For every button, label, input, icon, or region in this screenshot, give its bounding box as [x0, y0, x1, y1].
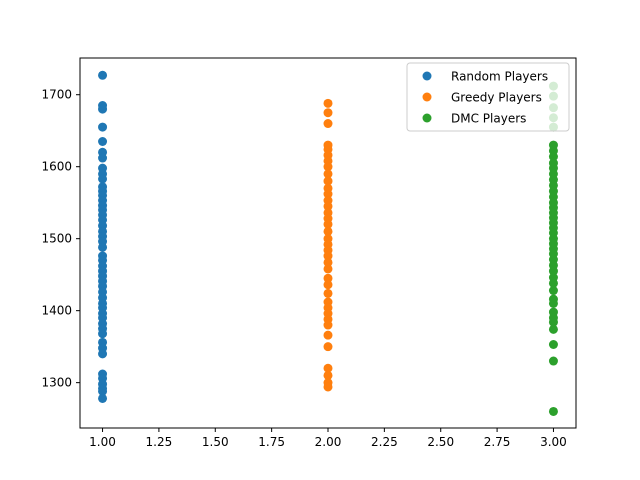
- legend-marker: [422, 92, 432, 102]
- data-point: [323, 119, 333, 129]
- data-point: [323, 98, 333, 108]
- y-axis: 1300 1400 1500 1600 1700: [41, 88, 80, 390]
- data-point: [323, 382, 333, 392]
- x-tick-label: 2.50: [427, 435, 454, 449]
- data-point: [323, 280, 333, 290]
- data-point: [323, 264, 333, 274]
- x-tick-label: 2.25: [371, 435, 398, 449]
- x-tick-label: 1.00: [89, 435, 116, 449]
- data-point: [548, 340, 558, 349]
- data-point: [98, 70, 108, 80]
- data-point: [323, 189, 333, 199]
- data-point: [323, 201, 333, 211]
- data-point: [548, 356, 558, 366]
- x-tick-label: 2.00: [315, 435, 342, 449]
- y-tick-label: 1700: [41, 88, 72, 102]
- y-tick-label: 1500: [41, 232, 72, 246]
- data-point: [98, 386, 108, 396]
- data-point: [323, 176, 333, 186]
- data-point: [323, 330, 333, 340]
- data-point: [323, 251, 333, 261]
- data-point: [98, 137, 108, 146]
- x-tick-label: 3.00: [540, 435, 567, 449]
- legend-label: Greedy Players: [451, 91, 542, 105]
- data-point: [98, 153, 108, 163]
- data-point: [323, 226, 333, 236]
- x-tick-label: 1.25: [146, 435, 173, 449]
- series-1: [98, 70, 108, 403]
- data-point: [323, 162, 333, 172]
- y-tick-label: 1400: [41, 304, 72, 318]
- data-point: [98, 393, 108, 403]
- data-point: [323, 363, 333, 373]
- data-point: [323, 273, 333, 283]
- data-point: [323, 257, 333, 267]
- data-point: [548, 324, 558, 334]
- data-point: [98, 122, 108, 132]
- data-point: [548, 286, 558, 296]
- data-point: [323, 370, 333, 380]
- series-2: [323, 98, 333, 392]
- data-point: [98, 174, 108, 184]
- data-point: [323, 219, 333, 229]
- data-point: [323, 342, 333, 352]
- data-point: [548, 278, 558, 288]
- legend-label: Random Players: [451, 70, 548, 84]
- y-tick-label: 1600: [41, 160, 72, 174]
- data-point: [98, 349, 108, 359]
- x-tick-label: 1.50: [202, 435, 229, 449]
- data-point: [548, 152, 558, 162]
- y-tick-label: 1300: [41, 376, 72, 390]
- data-point: [98, 242, 108, 252]
- data-point: [98, 329, 108, 339]
- data-point: [548, 298, 558, 308]
- data-point: [323, 169, 333, 179]
- data-point: [323, 288, 333, 298]
- data-point: [548, 317, 558, 327]
- data-point: [323, 320, 333, 330]
- data-point: [548, 406, 558, 416]
- x-tick-label: 2.75: [484, 435, 511, 449]
- x-axis: 1.00 1.25 1.50 1.75 2.00 2.25 2.50 2.75 3.00: [89, 428, 567, 449]
- legend-marker: [422, 113, 432, 123]
- legend-box: [406, 62, 570, 132]
- data-point: [98, 104, 108, 114]
- x-tick-label: 1.75: [258, 435, 285, 449]
- data-point: [548, 266, 558, 276]
- data-point: [323, 108, 333, 118]
- legend-label: DMC Players: [451, 112, 526, 126]
- legend-marker: [422, 71, 432, 81]
- legend: Random Players Greedy Players DMC Players: [406, 62, 570, 132]
